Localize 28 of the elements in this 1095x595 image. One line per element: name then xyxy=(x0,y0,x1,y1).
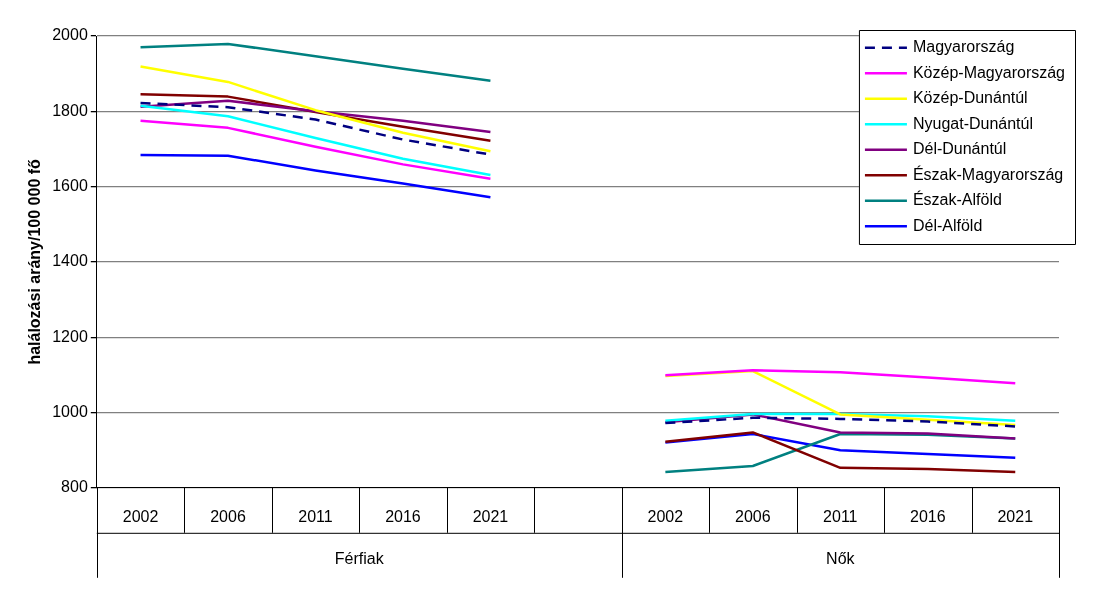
y-tick-label: 1200 xyxy=(52,327,88,345)
legend-label: Magyarország xyxy=(912,38,1015,56)
y-tick-label: 1800 xyxy=(52,101,88,119)
text: Férfiak xyxy=(334,550,385,568)
text: Nők xyxy=(826,550,856,568)
legend-label: Közép-Dunántúl xyxy=(912,89,1028,107)
legend-label: Észak-Magyarország xyxy=(912,164,1064,183)
x-tick-label: 2011 xyxy=(298,507,333,525)
legend-label: Közép-Magyarország xyxy=(912,63,1066,81)
legend-label: Dél-Dunántúl xyxy=(912,140,1007,158)
legend-label: Dél-Alföld xyxy=(912,216,983,234)
x-tick-label: 2011 xyxy=(823,507,858,525)
x-tick-label: 2021 xyxy=(472,507,509,525)
x-tick-label: 2002 xyxy=(647,507,684,525)
x-tick-label: 2006 xyxy=(735,507,771,525)
y-axis-title: halálozási arány/100 000 fő xyxy=(26,158,44,365)
y-tick-label: 1400 xyxy=(52,252,88,270)
x-tick-label: 2006 xyxy=(210,507,246,525)
x-tick-label: 2016 xyxy=(909,507,946,525)
y-tick-label: 2000 xyxy=(52,26,88,44)
y-tick-label: 800 xyxy=(61,478,88,496)
y-tick-label: 1000 xyxy=(52,402,88,420)
legend-label: Észak-Alföld xyxy=(912,190,1002,209)
x-tick-label: 2002 xyxy=(122,507,159,525)
x-tick-label: 2021 xyxy=(997,507,1034,525)
legend-label: Nyugat-Dunántúl xyxy=(912,114,1034,132)
x-tick-label: 2016 xyxy=(385,507,421,525)
y-tick-label: 1600 xyxy=(52,177,88,195)
